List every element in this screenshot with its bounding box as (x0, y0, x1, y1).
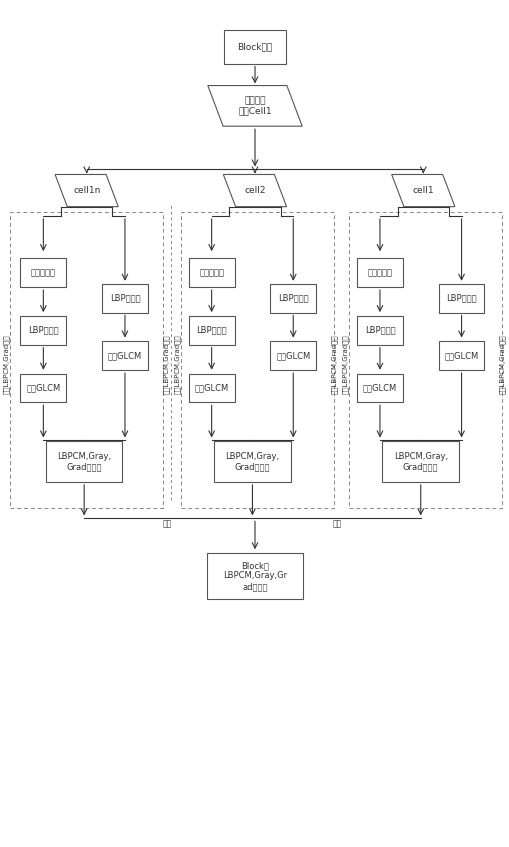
Text: 计算GLCM: 计算GLCM (275, 352, 310, 360)
Text: LBP灰度图: LBP灰度图 (196, 326, 227, 335)
Text: 分割成块
获得Cell1: 分割成块 获得Cell1 (238, 97, 271, 115)
Text: Block的
LBPCM,Gray,Gr
ad特征集: Block的 LBPCM,Gray,Gr ad特征集 (222, 561, 287, 591)
FancyBboxPatch shape (46, 441, 122, 482)
FancyBboxPatch shape (102, 341, 148, 370)
Text: cell1n: cell1n (73, 186, 100, 195)
Text: 提取灰度图: 提取灰度图 (199, 268, 224, 277)
FancyBboxPatch shape (270, 341, 316, 370)
FancyBboxPatch shape (270, 284, 316, 313)
Text: 提取LBPCM,Grad特征: 提取LBPCM,Grad特征 (342, 335, 348, 394)
FancyBboxPatch shape (356, 258, 402, 287)
FancyBboxPatch shape (188, 374, 234, 402)
Text: LBPCM,Gray,
Grad特征集: LBPCM,Gray, Grad特征集 (393, 452, 447, 471)
FancyBboxPatch shape (188, 258, 234, 287)
Text: LBPCM,Gray,
Grad特征集: LBPCM,Gray, Grad特征集 (225, 452, 279, 471)
Polygon shape (55, 174, 118, 207)
Text: cell2: cell2 (244, 186, 265, 195)
Polygon shape (223, 174, 286, 207)
FancyBboxPatch shape (356, 316, 402, 345)
Text: 计算GLCM: 计算GLCM (362, 384, 397, 392)
FancyBboxPatch shape (206, 553, 303, 600)
FancyBboxPatch shape (102, 284, 148, 313)
Text: 计算GLCM: 计算GLCM (443, 352, 478, 360)
FancyBboxPatch shape (438, 284, 484, 313)
Text: LBP灰度图: LBP灰度图 (28, 326, 59, 335)
Text: LBP灰度图: LBP灰度图 (109, 294, 140, 302)
Text: 计算GLCM: 计算GLCM (194, 384, 229, 392)
FancyBboxPatch shape (356, 374, 402, 402)
FancyBboxPatch shape (224, 30, 285, 64)
Polygon shape (208, 86, 301, 126)
Text: 提取灰度图: 提取灰度图 (31, 268, 56, 277)
Text: 并集: 并集 (162, 519, 172, 528)
FancyBboxPatch shape (20, 374, 66, 402)
FancyBboxPatch shape (20, 258, 66, 287)
FancyBboxPatch shape (438, 341, 484, 370)
Polygon shape (391, 174, 454, 207)
Text: 并集: 并集 (332, 519, 342, 528)
Text: cell1: cell1 (412, 186, 433, 195)
FancyBboxPatch shape (214, 441, 290, 482)
Text: LBPCM,Gray,
Grad特征集: LBPCM,Gray, Grad特征集 (57, 452, 111, 471)
Text: 提取LBPCM,Grad特征: 提取LBPCM,Grad特征 (163, 335, 169, 394)
FancyBboxPatch shape (20, 316, 66, 345)
FancyBboxPatch shape (188, 316, 234, 345)
Text: 计算GLCM: 计算GLCM (26, 384, 61, 392)
Text: 提取LBPCM,Grad特征: 提取LBPCM,Grad特征 (330, 335, 336, 394)
Text: LBP灰度图: LBP灰度图 (364, 326, 394, 335)
Text: 提取LBPCM,Grad特征: 提取LBPCM,Grad特征 (498, 335, 504, 394)
Text: 计算GLCM: 计算GLCM (107, 352, 142, 360)
Text: LBP灰度图: LBP灰度图 (277, 294, 308, 302)
FancyBboxPatch shape (382, 441, 458, 482)
Text: Block图像: Block图像 (237, 42, 272, 51)
Text: LBP灰度图: LBP灰度图 (445, 294, 476, 302)
Text: 提取灰度图: 提取灰度图 (366, 268, 392, 277)
Text: 提取LBPCM,Grad特征: 提取LBPCM,Grad特征 (174, 335, 180, 394)
Text: 提取LBPCM,Grad特征: 提取LBPCM,Grad特征 (3, 335, 9, 394)
